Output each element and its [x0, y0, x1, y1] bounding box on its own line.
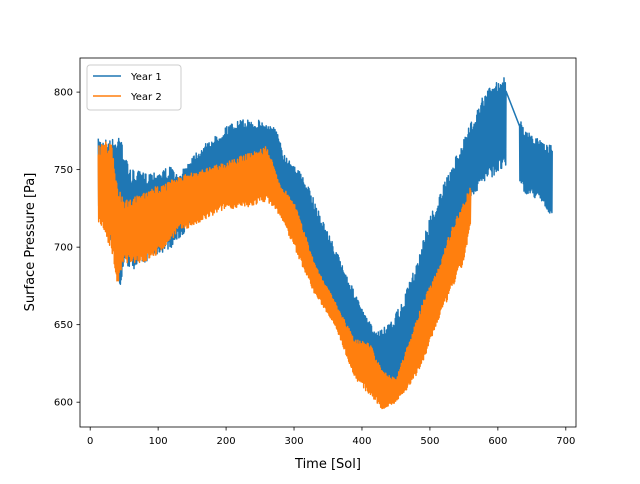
x-tick-label: 100	[149, 436, 168, 447]
y-axis: 600 650 700 750 800	[54, 88, 80, 409]
x-tick-label: 500	[420, 436, 439, 447]
y-tick-label: 600	[54, 398, 73, 409]
x-tick-label: 300	[284, 436, 303, 447]
y-tick-label: 650	[54, 320, 73, 331]
x-tick-label: 0	[87, 436, 93, 447]
x-tick-label: 200	[217, 436, 236, 447]
x-axis: 0 100 200 300 400 500 600 700	[87, 427, 575, 447]
x-axis-label: Time [Sol]	[294, 457, 361, 472]
legend: Year 1 Year 2	[86, 64, 182, 111]
y-tick-label: 700	[54, 243, 73, 254]
axes-frame	[79, 57, 577, 428]
y-tick-label: 750	[54, 165, 73, 176]
series-line-year-2	[97, 141, 472, 410]
y-tick-label: 800	[54, 88, 73, 99]
x-tick-label: 400	[352, 436, 371, 447]
legend-entry: Year 1	[93, 72, 162, 83]
y-axis-label: Surface Pressure [Pa]	[23, 173, 38, 312]
plot-area	[97, 77, 553, 410]
x-tick-label: 600	[488, 436, 507, 447]
x-tick-label: 700	[556, 436, 575, 447]
legend-entry: Year 2	[93, 92, 162, 103]
legend-label: Year 1	[130, 72, 162, 83]
legend-label: Year 2	[130, 92, 162, 103]
